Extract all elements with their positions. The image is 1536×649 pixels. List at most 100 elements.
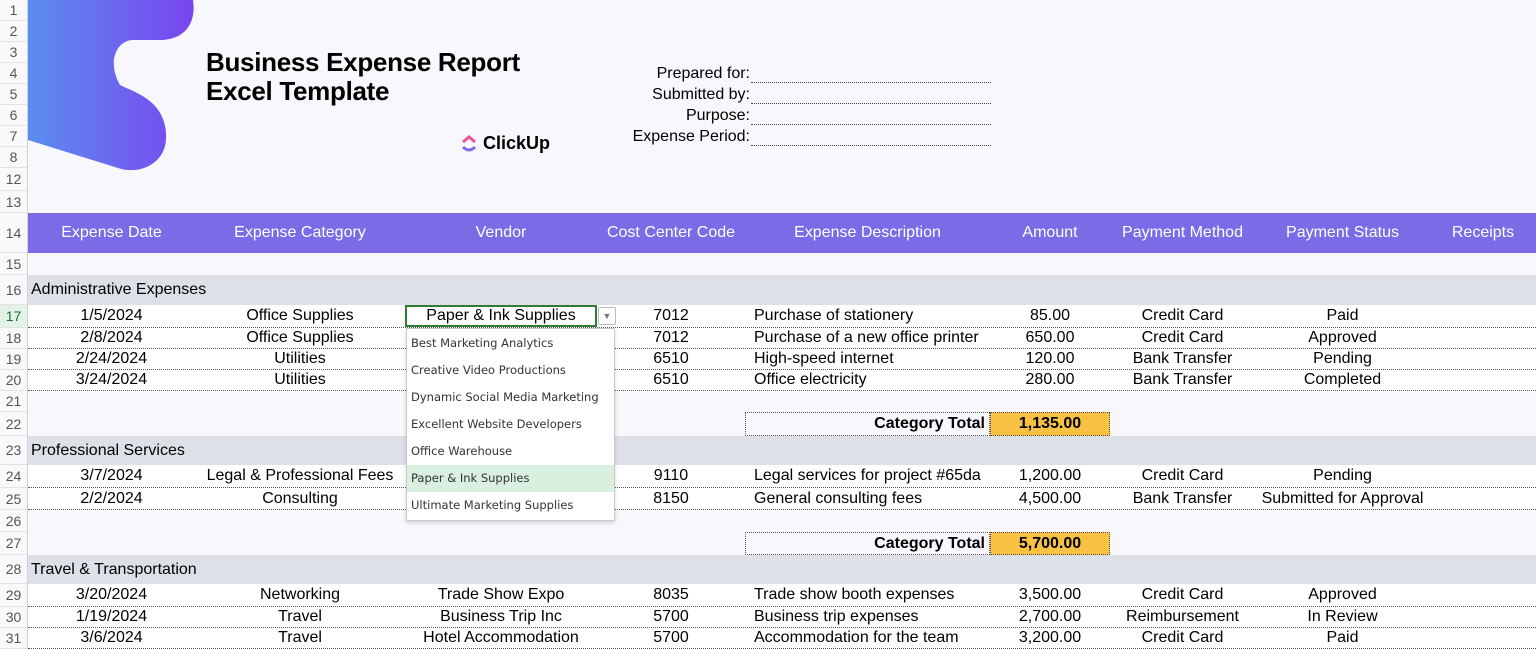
cell-amount[interactable]: 2,700.00 (1018, 608, 1082, 625)
column-header[interactable]: Payment Status (1286, 224, 1399, 241)
column-header[interactable]: Receipts (1451, 224, 1515, 241)
row-header-7[interactable]: 7 (0, 126, 28, 147)
cell-expense-description[interactable]: Business trip expenses (754, 608, 919, 625)
row-header-5[interactable]: 5 (0, 84, 28, 105)
cell-expense-description[interactable]: Trade show booth expenses (754, 586, 955, 603)
dropdown-option[interactable]: Creative Video Productions (411, 363, 566, 377)
cell-expense-category[interactable]: Utilities (274, 350, 326, 367)
cell-cost-center-code[interactable]: 7012 (653, 329, 689, 346)
meta-input-field[interactable] (751, 104, 991, 125)
cell-cost-center-code[interactable]: 5700 (653, 629, 689, 646)
dropdown-option[interactable]: Ultimate Marketing Supplies (411, 498, 574, 512)
row-header-27[interactable]: 27 (0, 532, 28, 555)
cell-payment-method[interactable]: Reimbursement (1126, 608, 1239, 625)
cell-payment-method[interactable]: Credit Card (1141, 307, 1224, 324)
row-header-18[interactable]: 18 (0, 328, 28, 349)
meta-input-field[interactable] (751, 125, 991, 146)
cell-vendor[interactable]: Business Trip Inc (440, 608, 562, 625)
row-header-21[interactable]: 21 (0, 391, 28, 412)
cell-expense-description[interactable]: Legal services for project #65da (754, 467, 981, 484)
cell-vendor[interactable]: Paper & Ink Supplies (405, 305, 597, 327)
cell-payment-method[interactable]: Credit Card (1141, 467, 1224, 484)
cell-amount[interactable]: 3,500.00 (1018, 586, 1082, 603)
cell-expense-category[interactable]: Legal & Professional Fees (206, 467, 394, 484)
row-header-15[interactable]: 15 (0, 253, 28, 275)
cell-amount[interactable]: 280.00 (1025, 371, 1075, 388)
cell-expense-description[interactable]: High-speed internet (754, 350, 894, 367)
cell-vendor[interactable]: Hotel Accommodation (423, 629, 579, 646)
dropdown-option[interactable]: Dynamic Social Media Marketing (411, 390, 599, 404)
cell-expense-date[interactable]: 3/6/2024 (80, 629, 143, 646)
cell-expense-date[interactable]: 2/8/2024 (80, 329, 143, 346)
cell-expense-description[interactable]: Purchase of stationery (754, 307, 914, 324)
cell-expense-date[interactable]: 3/7/2024 (80, 467, 143, 484)
row-header-31[interactable]: 31 (0, 628, 28, 649)
cell-payment-method[interactable]: Credit Card (1141, 629, 1224, 646)
cell-expense-category[interactable]: Travel (278, 629, 322, 646)
row-header-29[interactable]: 29 (0, 584, 28, 607)
cell-expense-description[interactable]: General consulting fees (754, 489, 923, 507)
cell-payment-status[interactable]: Pending (1313, 467, 1372, 484)
cell-payment-status[interactable]: Pending (1313, 350, 1372, 367)
cell-payment-status[interactable]: Completed (1303, 371, 1382, 388)
row-header-4[interactable]: 4 (0, 63, 28, 84)
cell-payment-status[interactable]: Paid (1326, 629, 1359, 646)
row-header-13[interactable]: 13 (0, 191, 28, 213)
cell-payment-method[interactable]: Bank Transfer (1132, 371, 1233, 388)
cell-expense-description[interactable]: Office electricity (754, 371, 867, 388)
cell-expense-date[interactable]: 3/20/2024 (75, 586, 148, 603)
cell-expense-category[interactable]: Travel (278, 608, 322, 625)
row-header-6[interactable]: 6 (0, 105, 28, 126)
row-header-25[interactable]: 25 (0, 488, 28, 510)
row-header-16[interactable]: 16 (0, 275, 28, 305)
cell-vendor[interactable]: Trade Show Expo (437, 586, 565, 603)
cell-amount[interactable]: 650.00 (1025, 329, 1075, 346)
cell-expense-date[interactable]: 2/2/2024 (80, 489, 143, 507)
row-header-30[interactable]: 30 (0, 607, 28, 628)
cell-payment-status[interactable]: Paid (1326, 307, 1359, 324)
cell-expense-date[interactable]: 1/19/2024 (75, 608, 148, 625)
cell-expense-date[interactable]: 2/24/2024 (75, 350, 148, 367)
cell-payment-status[interactable]: Approved (1308, 586, 1377, 603)
cell-amount[interactable]: 1,200.00 (1018, 467, 1082, 484)
meta-input-field[interactable] (751, 62, 991, 83)
row-header-8[interactable]: 8 (0, 147, 28, 168)
cell-payment-status[interactable]: Submitted for Approval (1261, 489, 1424, 507)
cell-cost-center-code[interactable]: 5700 (653, 608, 689, 625)
row-header-1[interactable]: 1 (0, 0, 28, 21)
cell-amount[interactable]: 4,500.00 (1018, 489, 1082, 507)
column-header[interactable]: Payment Method (1122, 224, 1243, 241)
cell-payment-method[interactable]: Bank Transfer (1132, 489, 1233, 507)
row-header-26[interactable]: 26 (0, 510, 28, 532)
row-header-17[interactable]: 17 (0, 305, 28, 328)
cell-expense-date[interactable]: 3/24/2024 (75, 371, 148, 388)
meta-input-field[interactable] (751, 83, 991, 104)
cell-expense-date[interactable]: 1/5/2024 (80, 307, 143, 324)
cell-expense-category[interactable]: Utilities (274, 371, 326, 388)
row-header-19[interactable]: 19 (0, 349, 28, 370)
row-header-22[interactable]: 22 (0, 412, 28, 436)
column-header[interactable]: Amount (1022, 224, 1078, 241)
cell-payment-status[interactable]: In Review (1307, 608, 1378, 625)
cell-expense-category[interactable]: Office Supplies (246, 307, 354, 324)
cell-cost-center-code[interactable]: 9110 (653, 467, 689, 484)
cell-expense-description[interactable]: Accommodation for the team (754, 629, 959, 646)
dropdown-option[interactable]: Best Marketing Analytics (411, 336, 554, 350)
cell-payment-status[interactable]: Approved (1308, 329, 1377, 346)
vendor-dropdown-chevron-down-icon[interactable]: ▼ (598, 307, 616, 325)
column-header[interactable]: Cost Center Code (606, 224, 736, 241)
column-header[interactable]: Vendor (475, 224, 527, 241)
cell-expense-category[interactable]: Office Supplies (246, 329, 354, 346)
dropdown-option[interactable]: Paper & Ink Supplies (407, 465, 614, 492)
cell-amount[interactable]: 3,200.00 (1018, 629, 1082, 646)
row-header-12[interactable]: 12 (0, 168, 28, 191)
row-header-23[interactable]: 23 (0, 436, 28, 465)
row-header-24[interactable]: 24 (0, 465, 28, 488)
cell-cost-center-code[interactable]: 8150 (653, 489, 689, 507)
column-header[interactable]: Expense Description (794, 224, 941, 241)
cell-cost-center-code[interactable]: 6510 (653, 371, 689, 388)
cell-expense-description[interactable]: Purchase of a new office printer (754, 329, 979, 346)
cell-amount[interactable]: 120.00 (1025, 350, 1075, 367)
cell-expense-category[interactable]: Networking (259, 586, 341, 603)
cell-payment-method[interactable]: Bank Transfer (1132, 350, 1233, 367)
